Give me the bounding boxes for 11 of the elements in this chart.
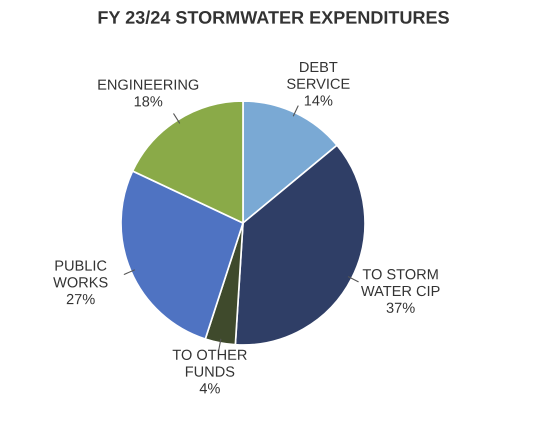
data-label: 4% [200,383,220,394]
data-label: 14% [304,95,332,106]
data-label: 37% [386,302,415,313]
slice-label: ENGINEERING [98,79,198,90]
slice-label: TO STORM WATER CIP [360,269,440,296]
chart-title: FY 23/24 STORMWATER EXPENDITURES [98,10,449,24]
data-label: 27% [66,294,95,304]
data-label: 18% [134,96,162,107]
slice-label: PUBLIC WORKS [53,260,108,288]
slice-label: TO OTHER FUNDS [172,350,247,377]
slice-label: DEBT SERVICE [287,62,350,89]
